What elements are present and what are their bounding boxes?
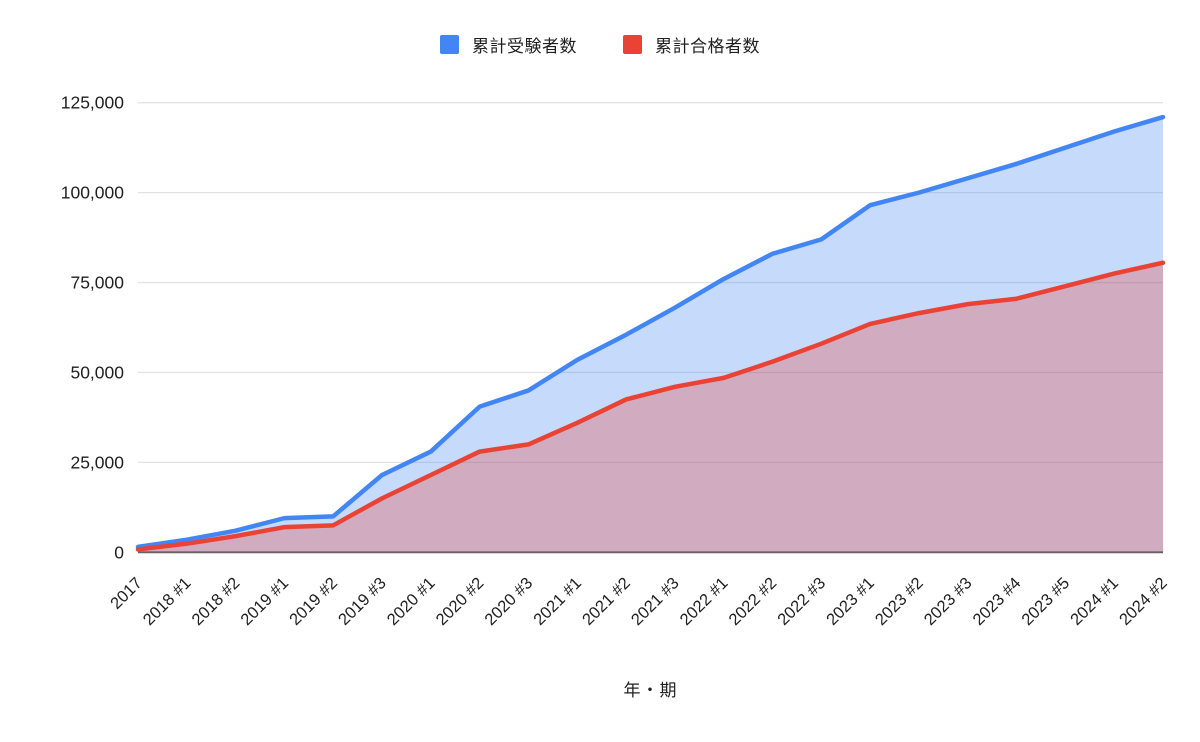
x-axis-tick-label: 2020 #2 (433, 574, 488, 629)
legend-label-examinees: 累計受験者数 (472, 37, 577, 56)
legend-label-passers: 累計合格者数 (655, 37, 760, 56)
x-axis-tick-label: 2019 #2 (286, 574, 341, 629)
x-axis-tick-label: 2023 #2 (872, 574, 927, 629)
y-axis-tick-label: 75,000 (70, 273, 124, 293)
passers-series-line (135, 260, 1166, 552)
x-axis-tick-label: 2019 #3 (335, 574, 390, 629)
x-axis-tick-label: 2021 #1 (530, 574, 585, 629)
x-axis-tick-label: 2019 #1 (237, 574, 292, 629)
x-axis-tick-label: 2020 #1 (384, 574, 439, 629)
y-axis-tick-label: 100,000 (61, 183, 125, 203)
x-axis-tick-label: 2024 #2 (1116, 574, 1171, 629)
examinees-series-swatch-icon (440, 35, 459, 54)
examinees-series-area (138, 117, 1163, 553)
x-axis-tick-label: 2022 #1 (677, 574, 732, 629)
x-axis-tick-label: 2023 #5 (1018, 574, 1073, 629)
x-axis-title: 年・期 (623, 681, 678, 700)
examinees-series-line (135, 114, 1166, 550)
x-axis-tick-label: 2023 #4 (969, 574, 1024, 629)
x-axis-tick-label: 2021 #3 (628, 574, 683, 629)
x-axis-tick-label: 2018 #1 (140, 574, 195, 629)
y-axis-tick-label: 0 (114, 542, 124, 562)
x-axis-tick-label: 2023 #1 (823, 574, 878, 629)
chart-legend: 累計受験者数 累計合格者数 (0, 32, 1200, 57)
x-axis-tick-label: 2022 #3 (774, 574, 829, 629)
legend-item-examinees: 累計受験者数 (440, 32, 577, 57)
y-axis-tick-label: 25,000 (70, 452, 124, 472)
passers-series-area (138, 262, 1163, 553)
x-axis-tick-label: 2022 #2 (725, 574, 780, 629)
y-axis-tick-label: 50,000 (70, 362, 124, 382)
x-axis-tick-label: 2023 #3 (921, 574, 976, 629)
legend-item-passers: 累計合格者数 (623, 32, 760, 57)
x-axis-tick-label: 2020 #3 (481, 574, 536, 629)
x-axis-tick-label: 2024 #1 (1067, 574, 1122, 629)
x-axis-tick-label: 2021 #2 (579, 574, 634, 629)
x-axis-tick-label: 2018 #2 (189, 574, 244, 629)
x-axis-tick-label: 2017 (107, 574, 146, 613)
passers-series-swatch-icon (623, 35, 642, 54)
y-axis-tick-label: 125,000 (61, 93, 125, 113)
